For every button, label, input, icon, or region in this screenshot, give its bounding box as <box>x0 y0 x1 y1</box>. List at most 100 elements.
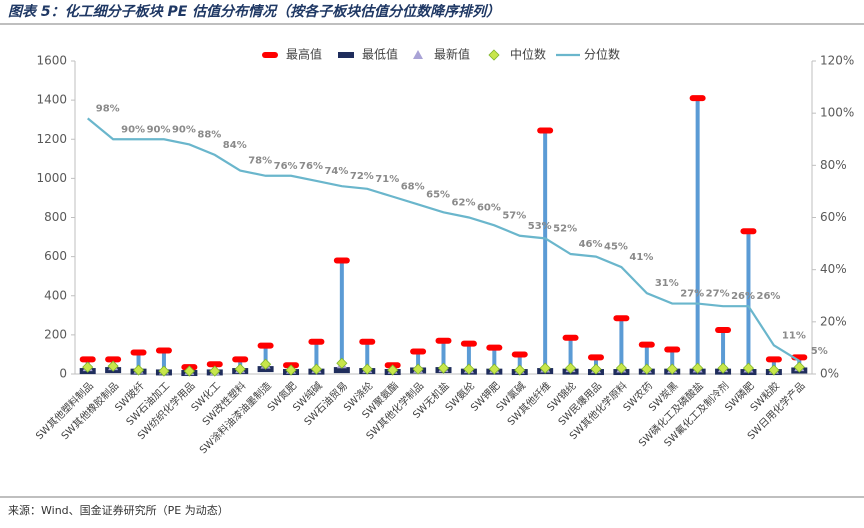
median-marker <box>310 363 322 375</box>
median-marker <box>565 362 577 374</box>
y-tick-label: 200 <box>44 327 67 341</box>
data-label: 41% <box>629 252 653 263</box>
median-marker <box>412 363 424 375</box>
data-label: 78% <box>248 156 272 167</box>
median-marker <box>158 365 170 377</box>
data-label: 53% <box>528 221 552 232</box>
data-label: 76% <box>274 161 298 172</box>
high-marker <box>613 315 630 322</box>
median-marker <box>107 360 119 372</box>
chart-title: 图表 5：化工细分子板块 PE 估值分布情况（按各子板块估值分位数降序排列） <box>8 3 500 20</box>
y-tick-label: 1400 <box>36 93 67 107</box>
data-label: 60% <box>477 203 501 214</box>
data-label: 98% <box>96 103 120 114</box>
median-marker <box>183 365 195 377</box>
data-label: 90% <box>121 124 145 135</box>
median-marker <box>285 364 297 376</box>
median-marker <box>793 361 805 373</box>
median-marker <box>717 362 729 374</box>
median-marker <box>361 363 373 375</box>
median-marker <box>742 362 755 374</box>
y2-tick-label: 60% <box>820 210 847 224</box>
median-marker <box>387 364 399 376</box>
median-marker <box>209 365 221 377</box>
high-marker <box>130 349 147 356</box>
high-marker <box>562 334 579 341</box>
y-tick-label: 600 <box>44 249 67 263</box>
data-label: 26% <box>731 291 755 302</box>
data-label: 57% <box>502 210 526 221</box>
legend-symbol <box>262 52 278 58</box>
high-marker <box>206 361 223 368</box>
high-marker <box>460 340 477 347</box>
y2-tick-label: 120% <box>820 54 854 68</box>
median-marker <box>539 362 551 374</box>
median-marker <box>692 362 704 374</box>
data-label: 76% <box>299 161 323 172</box>
data-label: 27% <box>680 289 704 300</box>
data-label: 90% <box>147 124 171 135</box>
y-tick-label: 1600 <box>36 54 67 68</box>
y-tick-label: 1000 <box>36 171 67 185</box>
high-marker <box>765 356 782 363</box>
high-marker <box>537 127 554 134</box>
median-marker <box>336 357 348 369</box>
median-marker <box>463 363 475 375</box>
median-marker <box>666 363 678 375</box>
high-marker <box>308 338 325 345</box>
high-marker <box>664 346 681 353</box>
data-label: 5% <box>811 346 828 357</box>
y2-tick-label: 20% <box>820 314 847 328</box>
median-marker <box>437 362 450 374</box>
high-marker <box>359 338 376 345</box>
high-marker <box>486 344 503 351</box>
y-tick-label: 800 <box>44 210 67 224</box>
legend-label: 最新值 <box>434 47 470 62</box>
percentile-line <box>87 117 800 362</box>
high-marker <box>232 356 249 363</box>
low-marker <box>333 367 350 374</box>
data-label: 27% <box>706 289 730 300</box>
y2-tick-label: 40% <box>820 262 847 276</box>
data-label: 62% <box>452 197 476 208</box>
legend-label: 分位数 <box>584 47 620 62</box>
data-label: 46% <box>579 239 603 250</box>
data-label: 68% <box>401 182 425 193</box>
high-marker <box>740 228 757 235</box>
y2-tick-label: 0% <box>820 367 839 381</box>
data-label: 26% <box>756 291 780 302</box>
data-label: 90% <box>172 124 196 135</box>
high-marker <box>689 95 706 102</box>
median-marker <box>514 364 526 376</box>
y2-tick-label: 100% <box>820 106 854 120</box>
data-label: 72% <box>350 171 374 182</box>
data-label: 71% <box>375 174 399 185</box>
high-marker <box>333 257 350 264</box>
median-marker <box>488 363 500 375</box>
median-marker <box>132 364 145 376</box>
legend-symbol <box>338 52 354 58</box>
high-marker <box>257 342 274 349</box>
high-marker <box>638 341 655 348</box>
legend-label: 最高值 <box>286 47 322 62</box>
median-marker <box>768 364 780 376</box>
data-label: 31% <box>655 278 679 289</box>
high-marker <box>511 351 528 358</box>
data-label: 74% <box>324 166 348 177</box>
y2-tick-label: 80% <box>820 158 847 172</box>
high-marker <box>587 354 604 361</box>
legend-label: 中位数 <box>510 47 546 62</box>
median-marker <box>641 363 653 375</box>
data-label: 65% <box>426 189 450 200</box>
y-tick-label: 0 <box>59 367 67 381</box>
data-label: 52% <box>553 223 577 234</box>
data-label: 88% <box>197 129 221 140</box>
high-marker <box>435 337 452 344</box>
high-marker <box>79 356 96 363</box>
data-label: 11% <box>782 330 806 341</box>
y-tick-label: 1200 <box>36 132 67 146</box>
high-marker <box>155 347 172 354</box>
high-marker <box>410 348 427 355</box>
data-label: 84% <box>223 140 247 151</box>
